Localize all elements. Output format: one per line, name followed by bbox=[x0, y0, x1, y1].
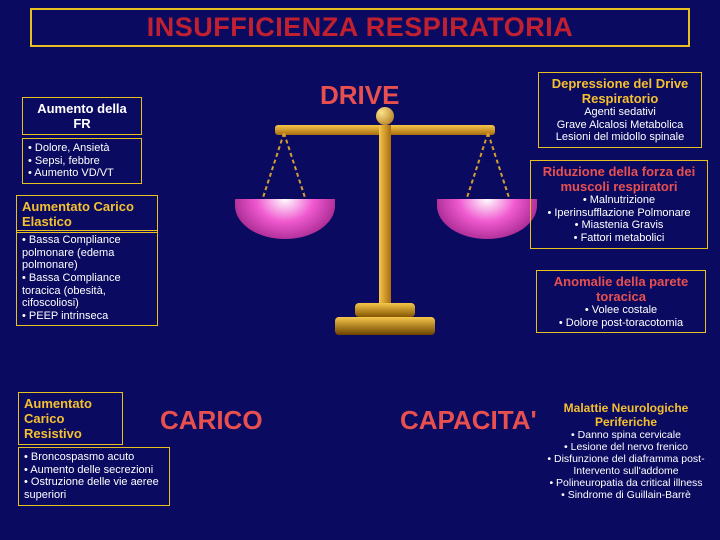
page-title: INSUFFICIENZA RESPIRATORIA bbox=[30, 8, 690, 47]
box-list: • Danno spina cervicale • Lesione del ne… bbox=[545, 429, 707, 501]
box-list: • Malnutrizione • Iperinsufflazione Polm… bbox=[536, 194, 702, 245]
box-title: Aumento della FR bbox=[28, 101, 136, 131]
box-title: Depressione del Drive Respiratorio bbox=[544, 76, 696, 106]
box-list: • Dolore, Ansietà • Sepsi, febbre • Aume… bbox=[28, 142, 136, 180]
box-carico-resistivo-list: • Broncospasmo acuto • Aumento delle sec… bbox=[18, 447, 170, 506]
box-depressione-drive: Depressione del Drive Respiratorio Agent… bbox=[538, 72, 702, 148]
box-title: Anomalie della parete toracica bbox=[542, 274, 700, 304]
scale-graphic bbox=[265, 95, 505, 365]
box-title: Malattie Neurologiche Periferiche bbox=[545, 401, 707, 429]
box-aumento-fr-list: • Dolore, Ansietà • Sepsi, febbre • Aume… bbox=[22, 138, 142, 184]
box-carico-elastico: Aumentato Carico Elastico bbox=[16, 195, 158, 233]
box-aumento-fr: Aumento della FR bbox=[22, 97, 142, 135]
box-title: Riduzione della forza dei muscoli respir… bbox=[536, 164, 702, 194]
carico-label: CARICO bbox=[160, 405, 263, 436]
box-anomalie-parete: Anomalie della parete toracica • Volee c… bbox=[536, 270, 706, 333]
capacita-label: CAPACITA' bbox=[400, 405, 537, 436]
box-carico-elastico-list: • Bassa Compliance polmonare (edema polm… bbox=[16, 230, 158, 326]
box-list: Agenti sedativi Grave Alcalosi Metabolic… bbox=[544, 106, 696, 144]
box-list: • Broncospasmo acuto • Aumento delle sec… bbox=[24, 451, 164, 502]
box-title: Aumentato Carico Resistivo bbox=[24, 396, 117, 441]
box-malattie-neuro: Malattie Neurologiche Periferiche • Dann… bbox=[540, 398, 712, 504]
box-riduzione-forza: Riduzione della forza dei muscoli respir… bbox=[530, 160, 708, 249]
box-list: • Bassa Compliance polmonare (edema polm… bbox=[22, 234, 152, 322]
box-carico-resistivo: Aumentato Carico Resistivo bbox=[18, 392, 123, 445]
box-title: Aumentato Carico Elastico bbox=[22, 199, 152, 229]
box-list: • Volee costale • Dolore post-toracotomi… bbox=[542, 304, 700, 329]
